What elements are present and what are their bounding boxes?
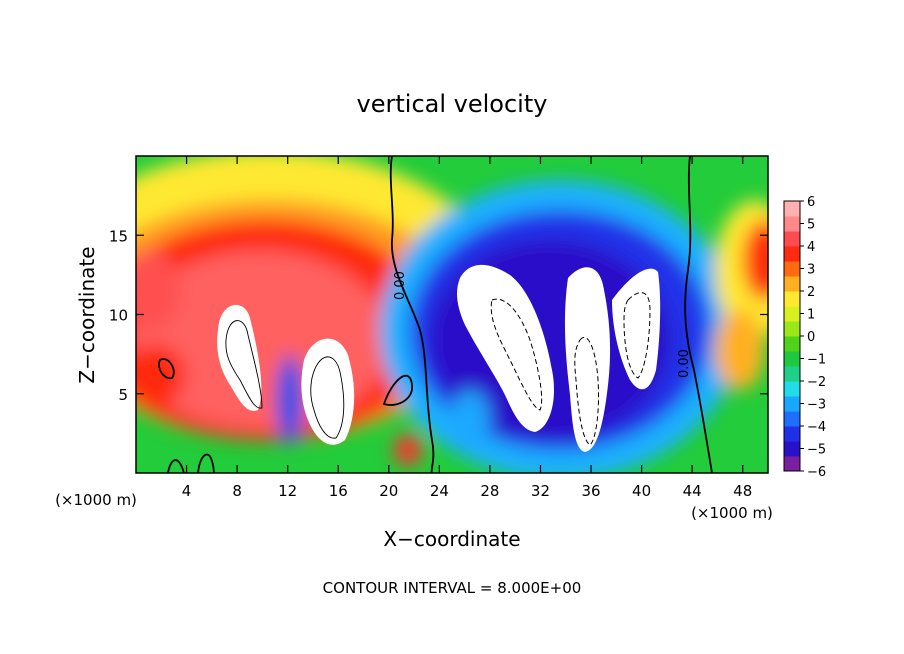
colorbar-tick-label: 0 <box>807 330 815 345</box>
y-tick-label: 5 <box>118 386 128 404</box>
x-tick-label: 16 <box>329 482 348 500</box>
contour-label-right: 0.00 <box>677 349 692 378</box>
x-tick-label: 20 <box>379 482 398 500</box>
y-tick-label: 10 <box>109 307 128 325</box>
colorbar-swatch <box>784 261 800 277</box>
x-tick-label: 8 <box>232 482 242 500</box>
x-axis-ticks: 4 8 12 16 20 24 28 32 36 40 44 48 <box>182 156 752 500</box>
colorbar-swatch <box>784 351 800 367</box>
x-unit-right: (×1000 m) <box>691 504 773 522</box>
colorbar-tick-label: 3 <box>807 263 815 278</box>
colorbar-swatch <box>784 246 800 262</box>
x-tick-label: 44 <box>683 482 702 500</box>
colorbar-swatch <box>784 216 800 232</box>
colorbar-tick-label: 2 <box>807 285 815 300</box>
colorbar: 6 5 4 3 2 1 0 −1 −2 −3 −4 −5 −6 <box>783 195 826 480</box>
colorbar-swatch <box>784 291 800 307</box>
colorbar-swatch <box>784 201 800 217</box>
colorbar-tick-label: −1 <box>807 353 826 368</box>
colorbar-swatch <box>784 381 800 397</box>
x-unit-left: (×1000 m) <box>55 491 137 509</box>
contour-label-left: 0.00 <box>393 271 408 300</box>
colorbar-tick-label: −6 <box>807 465 826 480</box>
colorbar-tick-label: −4 <box>807 420 826 435</box>
colorbar-swatch <box>784 456 800 472</box>
contour-interval-footer: CONTOUR INTERVAL = 8.000E+00 <box>323 579 582 597</box>
colorbar-tick-label: −2 <box>807 375 826 390</box>
x-tick-label: 48 <box>733 482 752 500</box>
y-axis-label: Z−coordinate <box>75 246 99 383</box>
colorbar-swatch <box>784 441 800 457</box>
colorbar-swatch <box>784 321 800 337</box>
x-tick-label: 4 <box>182 482 192 500</box>
x-tick-label: 28 <box>480 482 499 500</box>
colorbar-tick-label: 1 <box>807 308 815 323</box>
y-tick-label: 15 <box>109 227 128 245</box>
inner-contours <box>225 320 345 439</box>
plot-area: 0.00 0.00 <box>136 156 768 473</box>
updraft-core-1 <box>217 304 262 411</box>
colorbar-swatch <box>784 396 800 412</box>
colorbar-tick-label: −3 <box>807 398 826 413</box>
colorbar-swatch <box>784 411 800 427</box>
colorbar-tick-label: 6 <box>807 195 815 210</box>
y-axis-ticks: 5 10 15 <box>109 227 768 404</box>
saturated-cores <box>217 264 661 452</box>
updraft-core-2 <box>301 338 355 445</box>
x-tick-label: 32 <box>531 482 550 500</box>
negative-contours <box>490 292 651 446</box>
x-tick-label: 24 <box>430 482 449 500</box>
colorbar-swatch <box>784 426 800 442</box>
colorbar-tick-label: 5 <box>807 218 815 233</box>
colorbar-swatch <box>784 306 800 322</box>
colorbar-tick-label: 4 <box>807 240 815 255</box>
colorbar-swatch <box>784 276 800 292</box>
x-tick-label: 12 <box>278 482 297 500</box>
colorbar-swatch <box>784 231 800 247</box>
colorbar-swatch <box>784 336 800 352</box>
colorbar-tick-label: −5 <box>807 443 826 458</box>
x-tick-label: 40 <box>632 482 651 500</box>
downdraft-core-2 <box>564 267 611 452</box>
x-tick-label: 36 <box>581 482 600 500</box>
zero-contours <box>158 156 713 473</box>
x-axis-label: X−coordinate <box>383 527 520 551</box>
chart-title: vertical velocity <box>357 90 548 118</box>
downdraft-core-1 <box>457 264 555 432</box>
colorbar-swatch <box>784 366 800 382</box>
